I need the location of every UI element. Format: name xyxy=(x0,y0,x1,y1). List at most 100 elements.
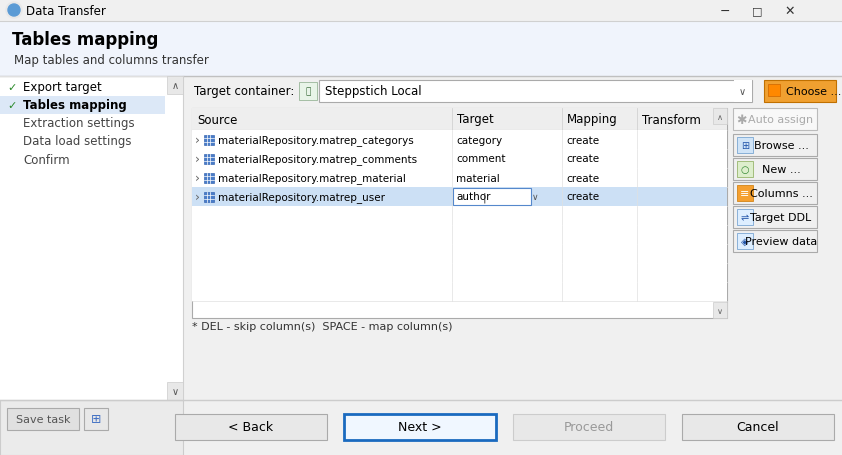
Circle shape xyxy=(8,5,20,17)
Text: create: create xyxy=(566,173,600,183)
Text: ∧: ∧ xyxy=(717,112,723,121)
Text: 🗄: 🗄 xyxy=(306,87,311,96)
Bar xyxy=(0,0,842,22)
Text: Tables mapping: Tables mapping xyxy=(12,31,158,49)
Bar xyxy=(734,81,752,103)
Bar xyxy=(0,400,842,455)
Bar xyxy=(299,83,317,101)
Text: create: create xyxy=(566,192,600,202)
Bar xyxy=(682,414,834,440)
Bar xyxy=(192,131,727,150)
Text: materialRepository.matrep_material: materialRepository.matrep_material xyxy=(218,172,406,183)
Text: materialRepository.matrep_categorys: materialRepository.matrep_categorys xyxy=(218,135,413,146)
Bar xyxy=(0,77,183,400)
Text: Transform: Transform xyxy=(642,113,701,126)
Bar xyxy=(733,159,817,181)
Text: category: category xyxy=(456,135,502,145)
Bar xyxy=(0,22,842,77)
Bar xyxy=(192,263,727,283)
Text: Confirm: Confirm xyxy=(23,153,70,166)
Text: ✱: ✱ xyxy=(736,113,746,126)
Text: Steppstich Local: Steppstich Local xyxy=(325,86,422,98)
Bar xyxy=(175,414,327,440)
Bar xyxy=(167,77,183,95)
Text: create: create xyxy=(566,154,600,164)
Bar xyxy=(713,109,727,125)
Text: Data load settings: Data load settings xyxy=(23,135,131,148)
Text: |: | xyxy=(483,192,487,202)
Text: ›: › xyxy=(195,172,200,185)
Circle shape xyxy=(6,3,22,19)
Text: * DEL - skip column(s)  SPACE - map column(s): * DEL - skip column(s) SPACE - map colum… xyxy=(192,321,452,331)
Bar xyxy=(737,138,753,154)
Bar xyxy=(0,400,183,455)
Bar xyxy=(192,187,727,207)
Bar xyxy=(319,81,752,103)
Bar xyxy=(192,77,842,455)
Bar xyxy=(733,109,817,131)
Bar xyxy=(737,210,753,226)
Text: Target: Target xyxy=(457,113,493,126)
Text: New ...: New ... xyxy=(762,165,801,175)
Text: Target DDL: Target DDL xyxy=(750,212,812,222)
Bar xyxy=(737,162,753,177)
Text: Target container:: Target container: xyxy=(194,86,295,98)
Bar xyxy=(453,188,531,206)
Text: ⊞: ⊞ xyxy=(741,141,749,151)
Text: ⊞: ⊞ xyxy=(91,413,101,425)
Text: Data Transfer: Data Transfer xyxy=(26,5,106,17)
Text: ›: › xyxy=(195,134,200,147)
Text: Auto assign: Auto assign xyxy=(749,115,813,125)
Bar xyxy=(204,135,214,145)
Bar xyxy=(733,231,817,253)
Bar xyxy=(7,408,79,430)
Bar xyxy=(204,173,214,183)
Bar xyxy=(733,182,817,205)
Bar xyxy=(713,302,727,318)
Bar xyxy=(344,414,496,440)
Bar xyxy=(737,186,753,202)
Bar xyxy=(204,192,214,202)
Bar xyxy=(733,207,817,228)
Text: materialRepository.matrep_user: materialRepository.matrep_user xyxy=(218,192,385,202)
Text: Preview data: Preview data xyxy=(745,237,817,247)
Bar xyxy=(764,81,836,103)
Text: comment: comment xyxy=(456,154,505,164)
Bar xyxy=(513,414,665,440)
Bar xyxy=(192,283,727,301)
Text: Cancel: Cancel xyxy=(737,420,780,434)
Text: Proceed: Proceed xyxy=(564,420,614,434)
Bar xyxy=(192,150,727,169)
Bar xyxy=(192,226,727,244)
Bar xyxy=(192,207,727,226)
Text: ≡: ≡ xyxy=(740,188,749,198)
Text: ∨: ∨ xyxy=(717,306,723,315)
Text: ∨: ∨ xyxy=(172,386,179,396)
Text: ›: › xyxy=(195,153,200,166)
Text: < Back: < Back xyxy=(228,420,274,434)
Text: Map tables and columns transfer: Map tables and columns transfer xyxy=(14,53,209,66)
Bar xyxy=(204,154,214,164)
Text: Tables mapping: Tables mapping xyxy=(23,99,127,112)
Text: Source: Source xyxy=(197,113,237,126)
Text: ○: ○ xyxy=(741,165,749,175)
Text: material: material xyxy=(456,173,500,183)
Text: □: □ xyxy=(752,6,763,16)
Text: Save task: Save task xyxy=(16,414,70,424)
Text: −: − xyxy=(720,5,731,17)
Bar xyxy=(737,233,753,249)
Text: ∨: ∨ xyxy=(532,192,539,202)
Bar xyxy=(167,382,183,400)
Text: author: author xyxy=(456,192,491,202)
Text: ✕: ✕ xyxy=(784,5,795,17)
Text: ⇌: ⇌ xyxy=(741,212,749,222)
Text: Browse ...: Browse ... xyxy=(754,141,808,151)
Text: Columns ...: Columns ... xyxy=(749,188,813,198)
Text: ›: › xyxy=(195,191,200,203)
Text: Mapping: Mapping xyxy=(567,113,618,126)
Bar xyxy=(733,135,817,157)
Bar xyxy=(192,109,727,318)
Text: create: create xyxy=(566,135,600,145)
Text: materialRepository.matrep_comments: materialRepository.matrep_comments xyxy=(218,154,417,165)
Text: Choose ...: Choose ... xyxy=(786,87,841,97)
